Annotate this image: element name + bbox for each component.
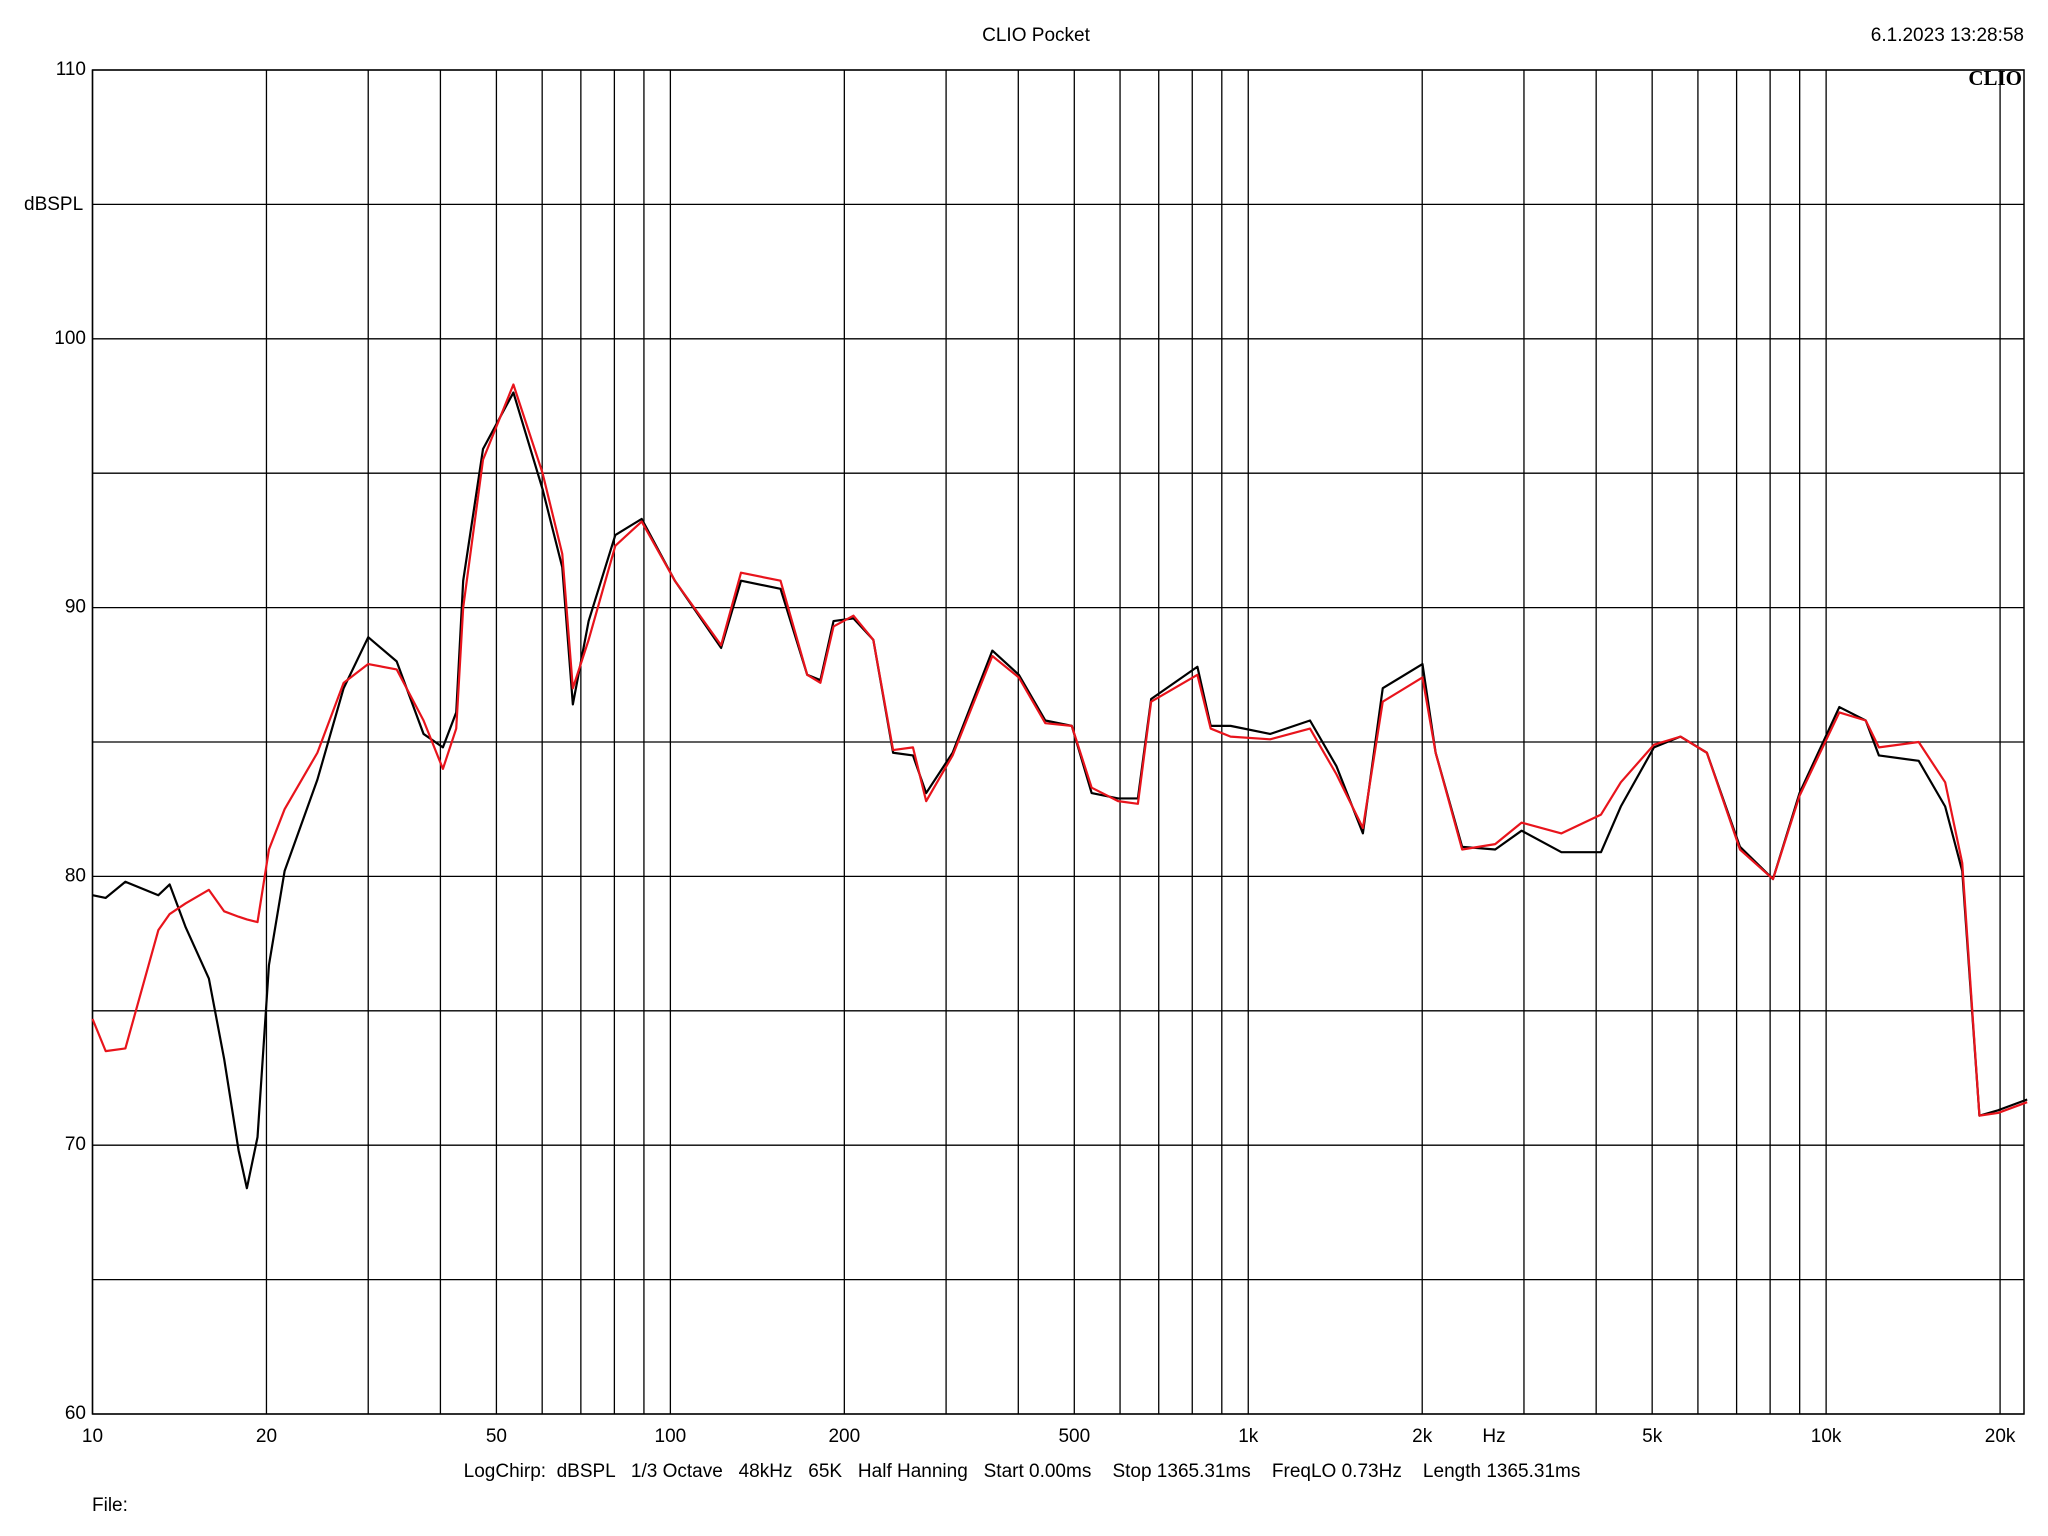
footer-file: File:	[92, 1495, 128, 1516]
y-tick-label: 70	[65, 1134, 86, 1155]
footer-info: LogChirp: dBSPL 1/3 Octave 48kHz 65K Hal…	[464, 1461, 1581, 1482]
x-tick-label: 1k	[1238, 1426, 1259, 1447]
x-tick-label: 500	[1058, 1426, 1090, 1447]
y-tick-label: 110	[56, 59, 86, 80]
y-axis-label: dBSPL	[24, 194, 83, 215]
y-tick-label: 80	[65, 865, 86, 886]
x-tick-label: 10k	[1811, 1426, 1842, 1447]
series-line	[91, 383, 2028, 1117]
x-tick-label: 100	[655, 1426, 687, 1447]
x-tick-label: 20k	[1985, 1426, 2016, 1447]
x-tick-label: 10	[82, 1426, 103, 1447]
timestamp: 6.1.2023 13:28:58	[1871, 25, 2024, 46]
x-tick-label: 20	[256, 1426, 277, 1447]
x-tick-label: 200	[828, 1426, 860, 1447]
y-tick-label: 60	[65, 1403, 86, 1424]
y-tick-label: 100	[54, 328, 86, 349]
x-axis-label: Hz	[1482, 1426, 1505, 1447]
x-tick-label: 2k	[1412, 1426, 1433, 1447]
plot-frame	[91, 69, 2025, 1415]
chart-title: CLIO Pocket	[982, 25, 1090, 46]
y-tick-label: 90	[65, 597, 86, 618]
x-tick-label: 50	[486, 1426, 507, 1447]
x-tick-label: 5k	[1642, 1426, 1663, 1447]
